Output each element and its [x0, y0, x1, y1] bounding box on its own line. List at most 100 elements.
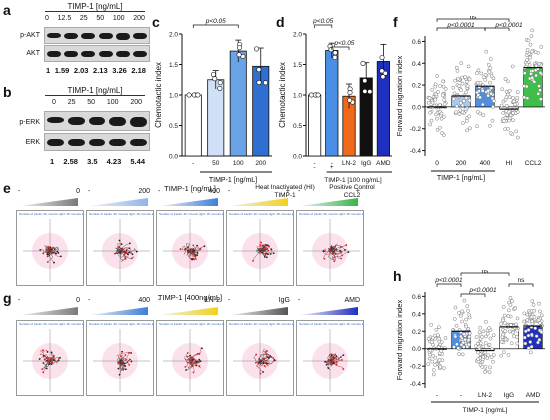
track-endpoint [267, 249, 270, 252]
track-plot: Number of tracks: 30, Counts right: 18, … [86, 210, 154, 286]
data-point [532, 79, 537, 84]
data-point [514, 322, 518, 327]
track-endpoint [347, 251, 350, 253]
gradient-bar [90, 198, 148, 206]
track-endpoint [334, 246, 337, 248]
track-plot: Number of tracks: 30, Counts right: 18, … [156, 320, 224, 396]
track-svg [233, 219, 290, 282]
track-endpoint [335, 358, 338, 361]
track-endpoint [329, 356, 332, 359]
track-endpoint [42, 252, 45, 255]
track-svg [163, 329, 220, 392]
track-endpoint [198, 353, 201, 355]
track-endpoint [189, 354, 192, 357]
data-point [435, 74, 439, 78]
conc-label: 25 [67, 99, 76, 106]
sig-bracket [484, 27, 510, 31]
track-endpoint [42, 371, 45, 374]
track-endpoint [125, 359, 127, 361]
blot-b-strip-erk [44, 133, 150, 151]
data-point [532, 308, 537, 313]
blot-band [130, 117, 147, 128]
sig-bracket [436, 18, 510, 22]
data-point [522, 319, 527, 324]
data-point [441, 84, 446, 89]
track-endpoint [342, 354, 345, 357]
track-stats: Number of tracks: 30, Counts right: 18, … [299, 212, 364, 216]
y-tick-label: 1.0 [169, 93, 178, 100]
track-endpoint [124, 364, 126, 367]
cell-track [46, 249, 51, 254]
cell-track [327, 360, 332, 371]
quant-value: 2.18 [131, 66, 146, 75]
data-point [522, 84, 527, 88]
data-point [514, 129, 518, 134]
sig-label: p<0.0001 [468, 287, 497, 294]
track-endpoint [328, 354, 331, 357]
data-point [457, 112, 462, 116]
data-point [475, 90, 479, 95]
cell-track [49, 246, 60, 254]
data-point [487, 70, 492, 74]
data-point [484, 320, 488, 324]
track-endpoint [196, 252, 199, 254]
y-tick-label: -0.2 [410, 364, 422, 371]
track-endpoint [192, 365, 194, 367]
y-tick-label: 0.2 [412, 329, 421, 336]
track-endpoint [198, 360, 200, 363]
track-endpoint [262, 362, 265, 365]
y-tick-label: 1.0 [293, 93, 302, 100]
data-point [467, 342, 471, 347]
data-point [467, 331, 472, 336]
data-point [217, 80, 223, 86]
track-endpoint [114, 252, 116, 255]
data-point [362, 78, 368, 84]
gradient-bar [20, 307, 78, 315]
track-endpoint [42, 349, 44, 352]
blot-band [47, 117, 64, 123]
quant-value: 1 [50, 157, 55, 166]
track-endpoint [334, 353, 337, 356]
data-point [462, 332, 466, 337]
track-endpoint [252, 259, 254, 262]
cell-track [185, 360, 192, 371]
blot-b-row2-label: ERK [25, 139, 40, 146]
track-endpoint [340, 359, 343, 361]
data-point [443, 336, 448, 340]
cell-track [187, 250, 198, 258]
cell-track [184, 246, 191, 252]
track-endpoint [325, 363, 328, 366]
data-point [487, 370, 492, 375]
cell-track [327, 358, 334, 364]
track-endpoint [199, 360, 202, 363]
row-e-pc-head2: CCL2 [343, 192, 361, 199]
blot-b-strip-perk [44, 111, 150, 131]
cell-track [183, 248, 191, 255]
data-point [511, 96, 515, 100]
track-plot: Number of tracks: 30, Counts right: 18, … [296, 210, 364, 286]
track-plot: Number of tracks: 30, Counts right: 18, … [226, 320, 294, 396]
track-plot: Number of tracks: 30, Counts right: 18, … [16, 320, 84, 396]
data-point [433, 97, 438, 102]
cell-track [119, 359, 127, 363]
data-point [536, 92, 541, 96]
track-endpoint [46, 253, 49, 256]
panel-label-d: d [276, 14, 285, 30]
track-endpoint [59, 255, 62, 258]
data-point [492, 99, 496, 103]
cell-track [47, 250, 53, 263]
x-tick-label: CCL2 [525, 160, 542, 167]
track-endpoint [324, 360, 326, 363]
data-point [460, 81, 465, 86]
track-svg [93, 329, 150, 392]
data-point [362, 88, 368, 94]
data-point [480, 359, 485, 364]
track-svg [93, 219, 150, 282]
cell-track [328, 247, 334, 255]
gradient-max-label: 0 [76, 188, 80, 195]
data-point [429, 340, 434, 345]
gradient-labels: - AMD [298, 297, 360, 304]
data-point [537, 84, 541, 88]
gradient-labels: - 200 [88, 188, 150, 195]
cell-track [49, 357, 61, 365]
